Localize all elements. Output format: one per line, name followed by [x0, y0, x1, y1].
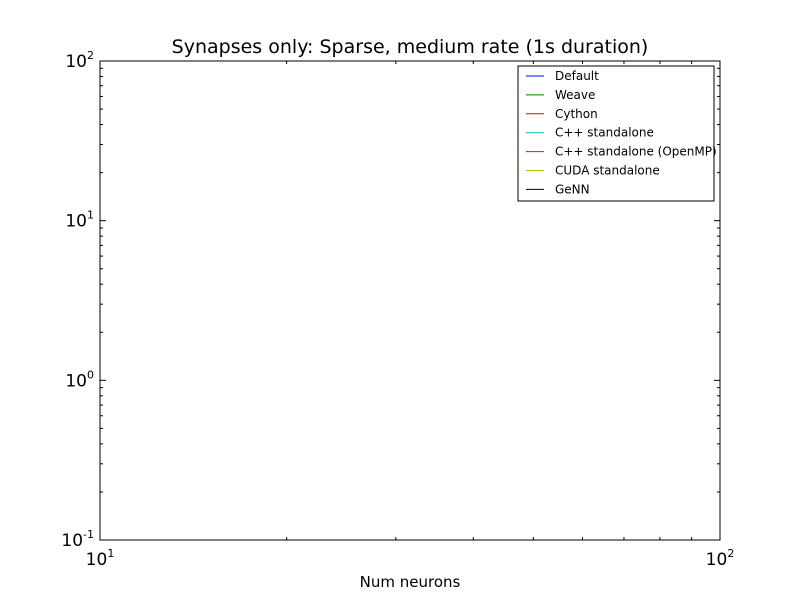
y-tick-label-exponent: 2	[87, 49, 94, 62]
x-tick-label: 102	[706, 547, 735, 570]
legend-label: C++ standalone	[555, 126, 654, 140]
plot-area-frame	[99, 60, 721, 541]
legend-label: GeNN	[555, 182, 590, 196]
legend-label: Default	[555, 69, 599, 83]
x-tick-label-exponent: 2	[727, 547, 734, 560]
y-tick-label-base: 10	[65, 52, 87, 72]
legend-label: Weave	[555, 88, 595, 102]
legend-items: Default Weave Cython C++ standalone C++ stan…	[526, 69, 717, 196]
x-tick-label-base: 10	[86, 550, 108, 570]
chart-title: Synapses only: Sparse, medium rate (1s d…	[172, 36, 649, 58]
y-tick-label-exponent: 1	[87, 209, 94, 222]
x-tick-label-exponent: 1	[107, 547, 114, 560]
y-tick-label-exponent: -1	[83, 528, 94, 541]
legend-box	[517, 65, 715, 202]
y-tick-label: 102	[65, 49, 94, 72]
x-axis-label: Num neurons	[360, 573, 461, 591]
y-tick-label-base: 10	[65, 371, 87, 391]
y-tick-label-base: 10	[65, 212, 87, 232]
legend-label: CUDA standalone	[555, 164, 660, 178]
legend-label: C++ standalone (OpenMP)	[555, 145, 717, 159]
x-tick-label-base: 10	[706, 550, 728, 570]
y-tick-label: 101	[65, 209, 94, 232]
y-tick-label: 10-1	[61, 528, 94, 551]
y-tick-label-base: 10	[61, 531, 83, 551]
y-tick-label-exponent: 0	[87, 368, 94, 381]
legend: Default Weave Cython C++ standalone C++ stan…	[517, 65, 717, 202]
legend-label: Cython	[555, 107, 598, 121]
x-tick-label: 101	[86, 547, 115, 570]
x-tick-labels: 101 102	[86, 547, 735, 570]
y-tick-label: 100	[65, 368, 94, 391]
